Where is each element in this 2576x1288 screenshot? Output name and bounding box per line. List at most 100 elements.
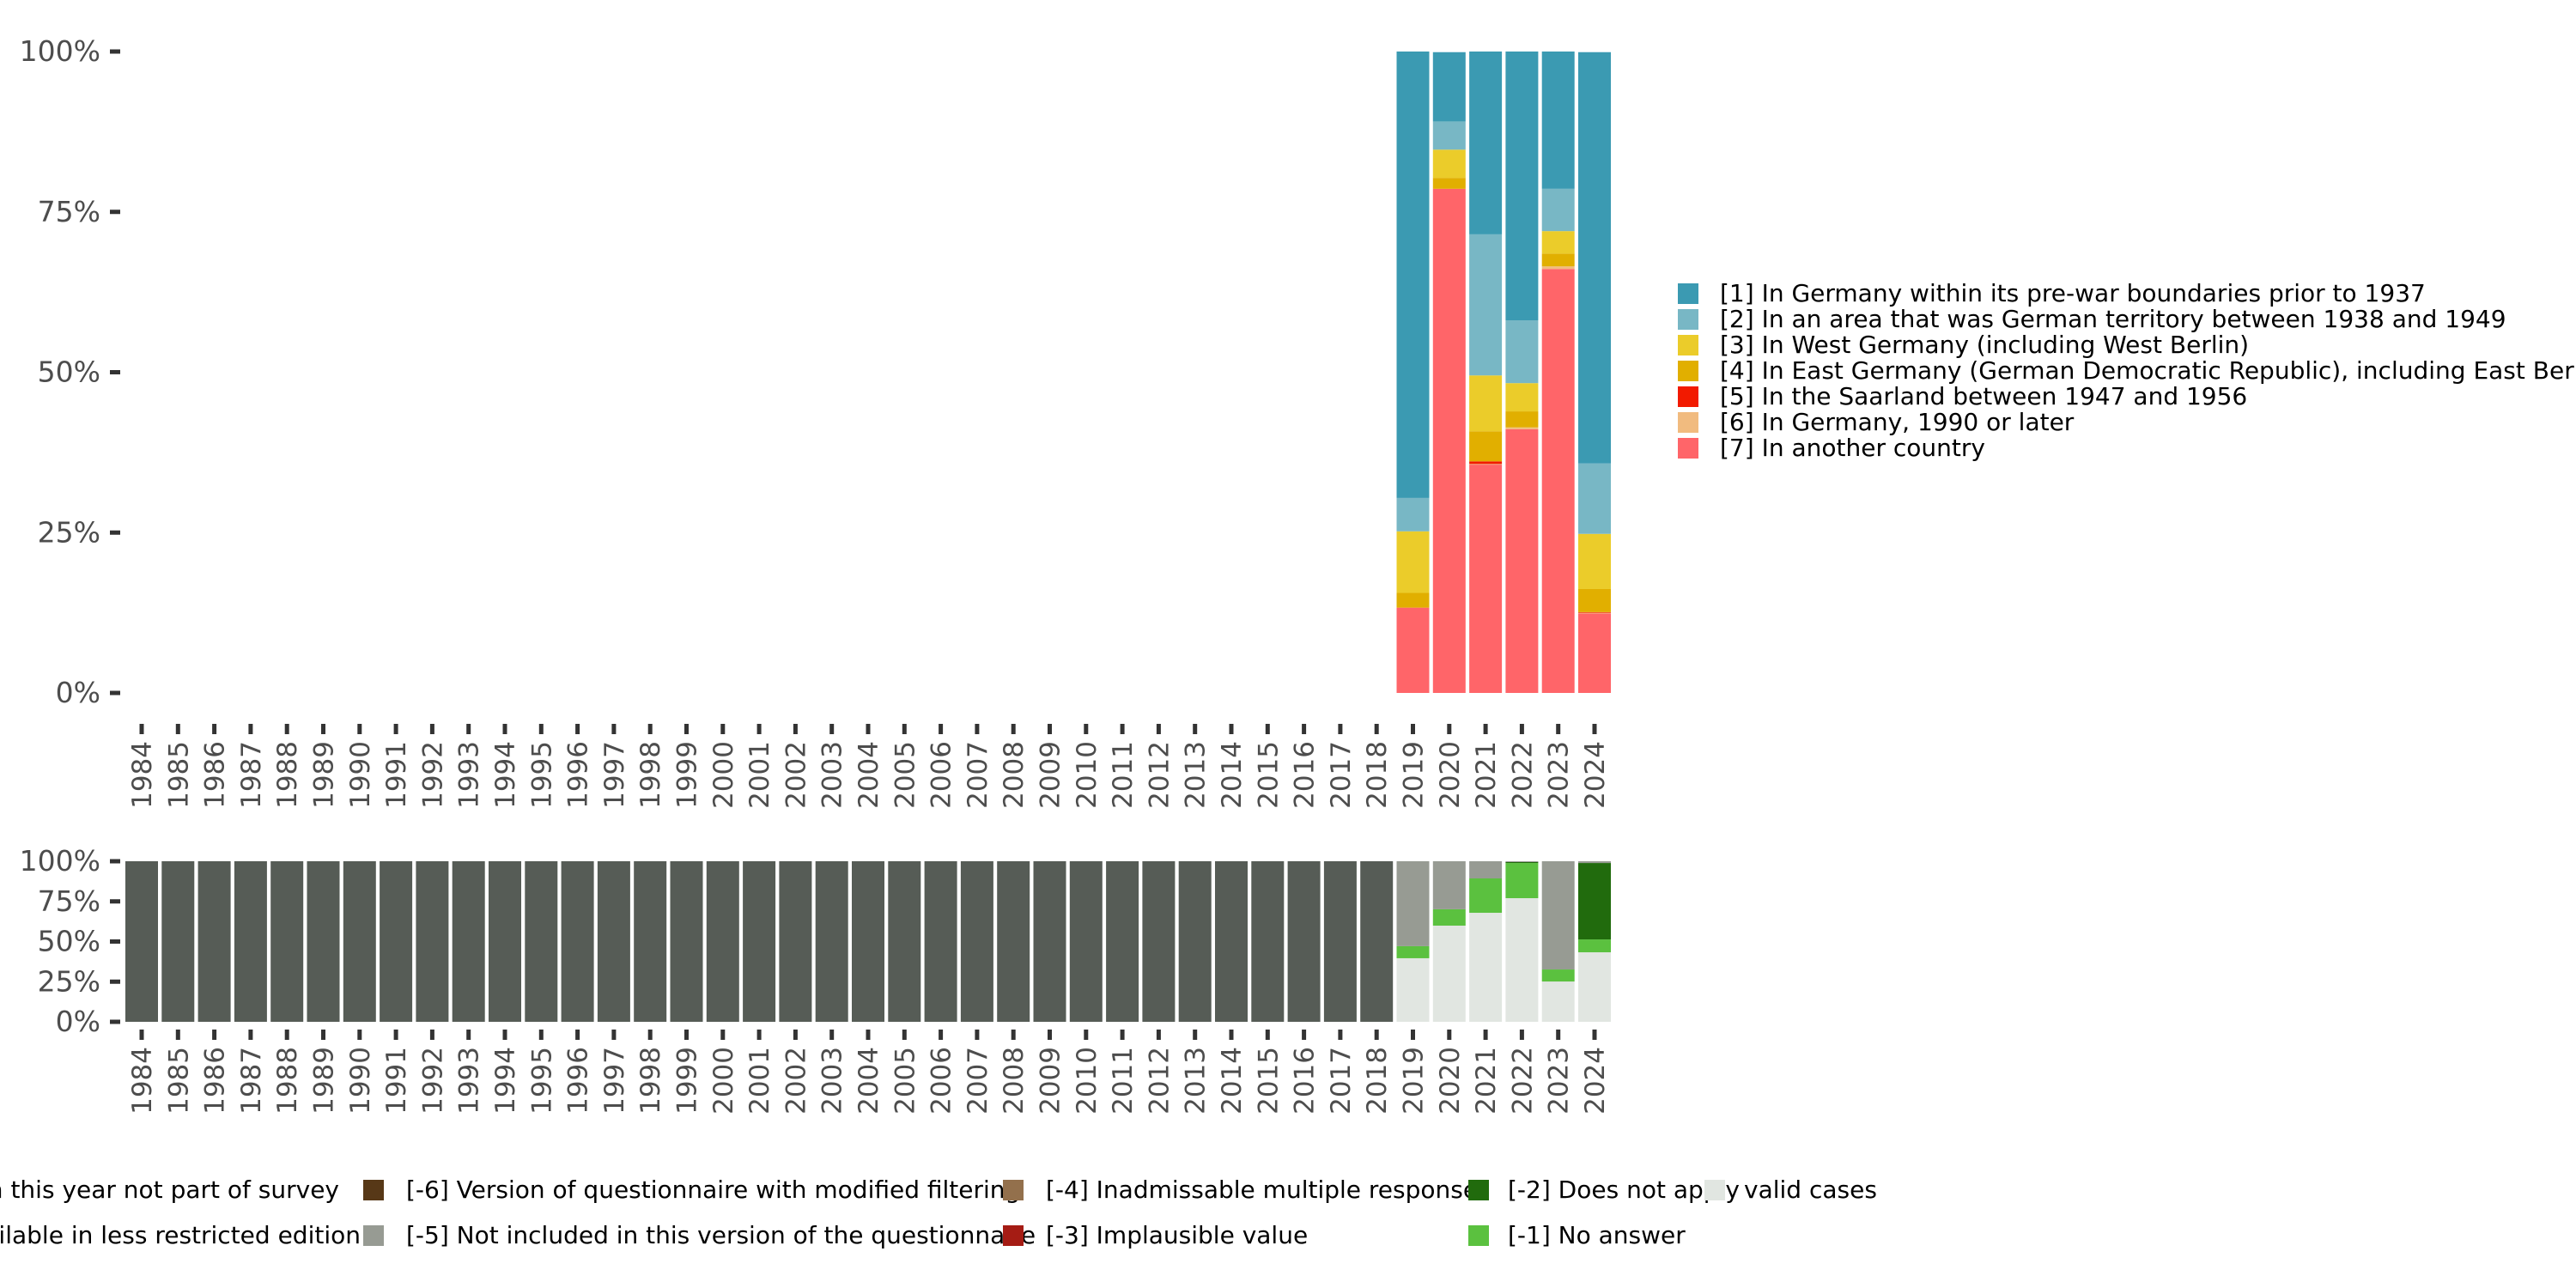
y-tick-label: 25% xyxy=(38,515,100,549)
x-tick-label: 2001 xyxy=(744,741,775,809)
bar-segment-2000-s8 xyxy=(706,861,739,1022)
y-tick-label: 0% xyxy=(56,676,100,709)
x-tick-label: 2024 xyxy=(1580,741,1611,809)
bar-segment-2019-s6 xyxy=(1396,52,1430,498)
x-tick-label: 2023 xyxy=(1544,1047,1575,1115)
x-tick-label: 2018 xyxy=(1362,1047,1393,1115)
y-tick-label: 75% xyxy=(38,884,100,918)
x-tick-label: 1996 xyxy=(563,741,594,809)
bar-segment-2022-s0 xyxy=(1505,898,1539,1022)
x-tick-label: 2014 xyxy=(1217,741,1248,809)
legend-label: [7] In another country xyxy=(1720,434,1985,462)
legend-item: [-4] Inadmissable multiple response xyxy=(1003,1176,1478,1204)
legend-item: [-6] Version of questionnaire with modif… xyxy=(363,1176,1020,1204)
legend-item: [-5] Not included in this version of the… xyxy=(363,1221,1036,1249)
x-tick-label: 2005 xyxy=(890,741,920,809)
legend-swatch xyxy=(1678,361,1698,381)
legend-swatch xyxy=(1468,1225,1489,1246)
bar-segment-2023-s6 xyxy=(1541,52,1575,189)
x-tick-label: 1994 xyxy=(490,741,521,809)
legend-swatch xyxy=(1678,386,1698,407)
legend-swatch xyxy=(1678,309,1698,330)
x-tick-label: 2010 xyxy=(1072,741,1103,809)
x-tick-label: 2022 xyxy=(1507,1047,1538,1115)
x-tick-label: 1997 xyxy=(599,1047,630,1115)
legend-swatch xyxy=(1003,1225,1024,1246)
bar-segment-2023-s1 xyxy=(1541,266,1575,270)
bar-segment-2011-s8 xyxy=(1106,861,1139,1022)
bar-segment-2020-s6 xyxy=(1432,52,1466,122)
x-tick-label: 2015 xyxy=(1253,1047,1284,1115)
x-tick-label: 1987 xyxy=(236,1047,267,1115)
bar-segment-1988-s8 xyxy=(270,861,304,1022)
bar-segment-2021-s1 xyxy=(1469,464,1503,465)
bar-segment-2016-s8 xyxy=(1287,861,1321,1022)
bar-segment-2008-s8 xyxy=(997,861,1030,1022)
bar-segment-2022-s0 xyxy=(1505,428,1539,693)
bar-segment-2024-s4 xyxy=(1578,533,1611,589)
bar-segment-2024-s1 xyxy=(1578,612,1611,614)
x-tick-label: 2003 xyxy=(817,1047,848,1115)
x-tick-label: 1998 xyxy=(635,1047,666,1115)
legend-label: on this year not part of survey xyxy=(0,1176,339,1204)
x-tick-label: 1999 xyxy=(672,1047,703,1115)
top-legend: [1] In Germany within its pre-war bounda… xyxy=(1678,279,2576,462)
bar-segment-2018-s8 xyxy=(1360,861,1394,1022)
bar-segment-2006-s8 xyxy=(924,861,957,1022)
x-tick-label: 1984 xyxy=(127,741,158,809)
bar-segment-2005-s8 xyxy=(888,861,921,1022)
bar-segment-2023-s0 xyxy=(1541,981,1575,1022)
x-tick-label: 1996 xyxy=(563,1047,594,1115)
bar-segment-2017-s8 xyxy=(1323,861,1357,1022)
legend-item: [2] In an area that was German territory… xyxy=(1678,305,2506,333)
y-tick-label: 75% xyxy=(38,195,100,228)
bar-segment-2020-s5 xyxy=(1432,861,1466,909)
legend-label: [-5] Not included in this version of the… xyxy=(406,1221,1036,1249)
bar-segment-1997-s8 xyxy=(597,861,630,1022)
bar-segment-1992-s8 xyxy=(416,861,449,1022)
bar-segment-2024-s2 xyxy=(1578,863,1611,940)
legend-item: [6] In Germany, 1990 or later xyxy=(1678,408,2075,436)
bar-segment-2001-s8 xyxy=(743,861,776,1022)
x-tick-label: 2012 xyxy=(1144,1047,1175,1115)
bar-segment-2020-s1 xyxy=(1432,908,1466,926)
x-tick-label: 1987 xyxy=(236,741,267,809)
bar-segment-2020-s5 xyxy=(1432,121,1466,150)
top-x-axis: 1984 1985 1986 1987 1988 1989 1990 1991 1992 1993… xyxy=(127,724,1611,809)
x-tick-label: 1994 xyxy=(490,1047,521,1115)
bar-segment-2022-s6 xyxy=(1505,52,1539,320)
legend-swatch xyxy=(1678,335,1698,355)
x-tick-label: 2000 xyxy=(708,1047,739,1115)
legend-label: [3] In West Germany (including West Berl… xyxy=(1720,331,2249,359)
x-tick-label: 2004 xyxy=(854,741,884,809)
x-tick-label: 2002 xyxy=(781,1047,811,1115)
bar-segment-2019-s0 xyxy=(1396,957,1430,1022)
bar-segment-2012-s8 xyxy=(1142,861,1176,1022)
bar-segment-1985-s8 xyxy=(161,861,195,1022)
x-tick-label: 1991 xyxy=(381,1047,412,1115)
bar-segment-1990-s8 xyxy=(343,861,376,1022)
x-tick-label: 1993 xyxy=(454,741,485,809)
bar-segment-2019-s0 xyxy=(1396,607,1430,693)
legend-swatch xyxy=(1003,1180,1024,1200)
legend-label: [2] In an area that was German territory… xyxy=(1720,305,2506,333)
bar-segment-2020-s4 xyxy=(1432,149,1466,179)
bar-segment-2023-s3 xyxy=(1541,253,1575,267)
legend-item: ailable in less restricted edition xyxy=(0,1221,361,1249)
y-tick-label: 100% xyxy=(20,34,100,68)
x-tick-label: 1984 xyxy=(127,1047,158,1115)
bottom-x-axis: 1984 1985 1986 1987 1988 1989 1990 1991 1992 1993… xyxy=(127,1030,1611,1115)
bar-segment-2022-s2 xyxy=(1505,861,1539,864)
bar-segment-2003-s8 xyxy=(815,861,848,1022)
y-tick-label: 25% xyxy=(38,964,100,998)
x-tick-label: 1991 xyxy=(381,741,412,809)
x-tick-label: 2019 xyxy=(1399,741,1430,809)
bar-segment-2022-s4 xyxy=(1505,383,1539,412)
x-tick-label: 1989 xyxy=(309,1047,340,1115)
x-tick-label: 2008 xyxy=(999,741,1030,809)
bar-segment-2023-s5 xyxy=(1541,188,1575,232)
x-tick-label: 2011 xyxy=(1108,1047,1139,1115)
bar-segment-2023-s1 xyxy=(1541,969,1575,982)
x-tick-label: 1999 xyxy=(672,741,703,809)
bar-segment-2010-s8 xyxy=(1069,861,1103,1022)
